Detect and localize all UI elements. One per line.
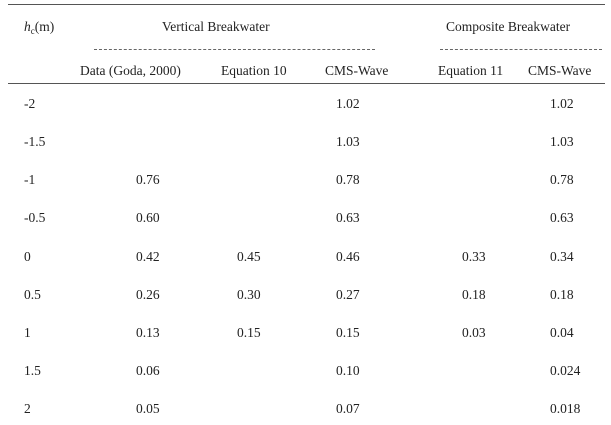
table-row: 0 0.42 0.45 0.46 0.33 0.34 bbox=[0, 249, 611, 265]
table-row: -2 1.02 1.02 bbox=[0, 96, 611, 112]
cell-goda: 0.42 bbox=[136, 249, 160, 264]
column-header-cms-wave-vertical: CMS-Wave bbox=[325, 63, 389, 78]
vertical-breakwater-header: Vertical Breakwater bbox=[162, 19, 270, 34]
table-row: -1.5 1.03 1.03 bbox=[0, 134, 611, 150]
cell-cms-wave-composite: 0.018 bbox=[550, 401, 581, 416]
table-row: -1 0.76 0.78 0.78 bbox=[0, 172, 611, 188]
table-row: 0.5 0.26 0.30 0.27 0.18 0.18 bbox=[0, 287, 611, 303]
cell-cms-wave-composite: 0.18 bbox=[550, 287, 574, 302]
column-header-equation-11: Equation 11 bbox=[438, 63, 504, 78]
composite-breakwater-header: Composite Breakwater bbox=[446, 19, 571, 34]
top-rule bbox=[8, 4, 605, 5]
cell-cms-wave-composite: 1.02 bbox=[550, 96, 574, 111]
cell-cms-wave-vertical: 0.78 bbox=[336, 172, 360, 187]
table-row: 1 0.13 0.15 0.15 0.03 0.04 bbox=[0, 325, 611, 341]
column-header-goda: Data (Goda, 2000) bbox=[80, 63, 181, 78]
cell-cms-wave-composite: 0.78 bbox=[550, 172, 574, 187]
table-row: -0.5 0.60 0.63 0.63 bbox=[0, 210, 611, 226]
table-row: 2 0.05 0.07 0.018 bbox=[0, 401, 611, 417]
cell-goda: 0.06 bbox=[136, 363, 160, 378]
cell-cms-wave-vertical: 0.07 bbox=[336, 401, 360, 416]
cell-goda: 0.05 bbox=[136, 401, 160, 416]
cell-cms-wave-composite: 0.024 bbox=[550, 363, 581, 378]
cell-hc: 1.5 bbox=[24, 363, 41, 378]
cell-hc: 0 bbox=[24, 249, 31, 264]
cell-equation-11: 0.33 bbox=[462, 249, 486, 264]
cell-hc: 2 bbox=[24, 401, 31, 416]
composite-group-divider bbox=[440, 49, 602, 50]
cell-equation-10: 0.30 bbox=[237, 287, 261, 302]
cell-hc: -0.5 bbox=[24, 210, 46, 225]
cell-hc: 0.5 bbox=[24, 287, 41, 302]
cell-cms-wave-composite: 0.34 bbox=[550, 249, 574, 264]
header-rule bbox=[8, 83, 605, 84]
cell-goda: 0.60 bbox=[136, 210, 160, 225]
cell-cms-wave-vertical: 0.27 bbox=[336, 287, 360, 302]
cell-goda: 0.13 bbox=[136, 325, 160, 340]
cell-equation-11: 0.18 bbox=[462, 287, 486, 302]
cell-cms-wave-vertical: 0.46 bbox=[336, 249, 360, 264]
cell-cms-wave-composite: 0.04 bbox=[550, 325, 574, 340]
column-header-equation-10: Equation 10 bbox=[221, 63, 287, 78]
cell-goda: 0.76 bbox=[136, 172, 160, 187]
cell-hc: -1 bbox=[24, 172, 36, 187]
cell-hc: -1.5 bbox=[24, 134, 46, 149]
hc-column-header: hc(m) bbox=[24, 19, 54, 39]
cell-equation-10: 0.45 bbox=[237, 249, 261, 264]
cell-equation-11: 0.03 bbox=[462, 325, 486, 340]
cell-goda: 0.26 bbox=[136, 287, 160, 302]
vertical-group-divider bbox=[94, 49, 375, 50]
column-header-cms-wave-composite: CMS-Wave bbox=[528, 63, 592, 78]
cell-cms-wave-vertical: 1.02 bbox=[336, 96, 360, 111]
cell-cms-wave-composite: 1.03 bbox=[550, 134, 574, 149]
hc-subscript: c bbox=[30, 26, 35, 36]
hc-unit: (m) bbox=[34, 19, 55, 34]
cell-hc: 1 bbox=[24, 325, 31, 340]
cell-cms-wave-vertical: 0.10 bbox=[336, 363, 360, 378]
cell-hc: -2 bbox=[24, 96, 36, 111]
hc-symbol: h bbox=[24, 19, 31, 34]
cell-cms-wave-vertical: 0.63 bbox=[336, 210, 360, 225]
cell-cms-wave-composite: 0.63 bbox=[550, 210, 574, 225]
cell-equation-10: 0.15 bbox=[237, 325, 261, 340]
table-row: 1.5 0.06 0.10 0.024 bbox=[0, 363, 611, 379]
cell-cms-wave-vertical: 1.03 bbox=[336, 134, 360, 149]
cell-cms-wave-vertical: 0.15 bbox=[336, 325, 360, 340]
